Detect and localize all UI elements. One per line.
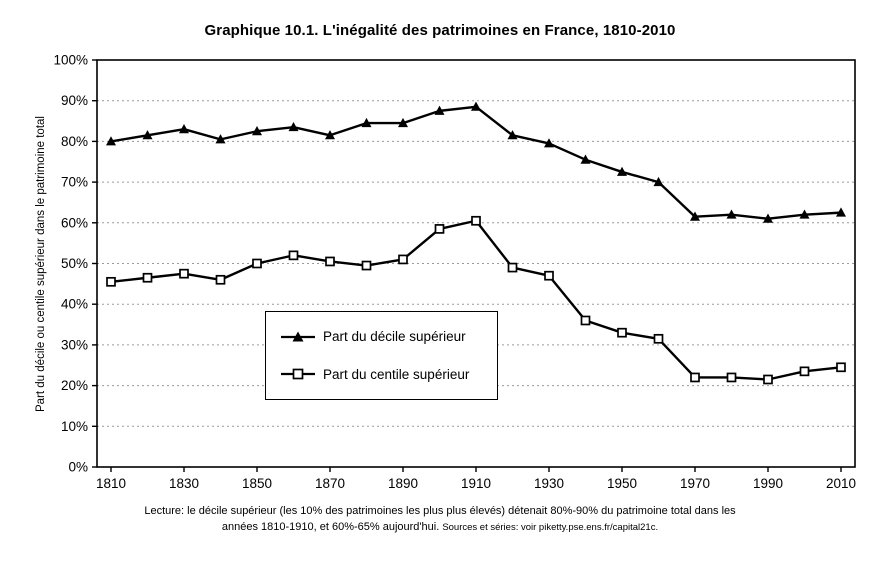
svg-text:90%: 90% bbox=[61, 93, 88, 108]
legend-item-decile: Part du décile supérieur bbox=[280, 329, 489, 344]
legend-box: Part du décile supérieur Part du centile… bbox=[265, 311, 498, 400]
svg-text:1970: 1970 bbox=[680, 476, 710, 491]
svg-text:1850: 1850 bbox=[242, 476, 272, 491]
svg-text:60%: 60% bbox=[61, 215, 88, 230]
legend-decile-label: Part du décile supérieur bbox=[323, 329, 466, 345]
svg-text:30%: 30% bbox=[61, 337, 88, 352]
svg-text:50%: 50% bbox=[61, 256, 88, 271]
svg-text:1990: 1990 bbox=[753, 476, 783, 491]
caption-line1: Lecture: le décile supérieur (les 10% de… bbox=[144, 505, 736, 517]
svg-text:1950: 1950 bbox=[607, 476, 637, 491]
svg-text:2010: 2010 bbox=[826, 476, 856, 491]
svg-text:100%: 100% bbox=[53, 53, 88, 68]
svg-text:0%: 0% bbox=[68, 460, 88, 475]
chart-title: Graphique 10.1. L'inégalité des patrimoi… bbox=[204, 22, 676, 39]
chart-caption: Lecture: le décile supérieur (les 10% de… bbox=[0, 503, 880, 536]
svg-text:1890: 1890 bbox=[388, 476, 418, 491]
svg-text:1930: 1930 bbox=[534, 476, 564, 491]
svg-text:1830: 1830 bbox=[169, 476, 199, 491]
caption-line2-main: années 1810-1910, et 60%-65% aujourd'hui… bbox=[221, 521, 443, 533]
svg-text:10%: 10% bbox=[61, 419, 88, 434]
svg-text:70%: 70% bbox=[61, 175, 88, 190]
svg-text:1810: 1810 bbox=[96, 476, 126, 491]
legend-decile-marker-icon bbox=[281, 331, 315, 342]
caption-line2: années 1810-1910, et 60%-65% aujourd'hui… bbox=[0, 519, 880, 536]
svg-text:1870: 1870 bbox=[315, 476, 345, 491]
svg-text:20%: 20% bbox=[61, 378, 88, 393]
legend-item-centile: Part du centile supérieur bbox=[280, 367, 489, 382]
legend-centile-marker-icon bbox=[281, 368, 315, 380]
chart-canvas: 0% 10% 20% 30% 40% 50% 60% 70% 80% 90% 100% 1810 183… bbox=[53, 53, 856, 492]
svg-text:1910: 1910 bbox=[461, 476, 491, 491]
svg-text:40%: 40% bbox=[61, 297, 88, 312]
svg-text:80%: 80% bbox=[61, 134, 88, 149]
legend-centile-label: Part du centile supérieur bbox=[323, 366, 470, 382]
caption-sources: Sources et séries: voir piketty.pse.ens.… bbox=[442, 522, 659, 533]
